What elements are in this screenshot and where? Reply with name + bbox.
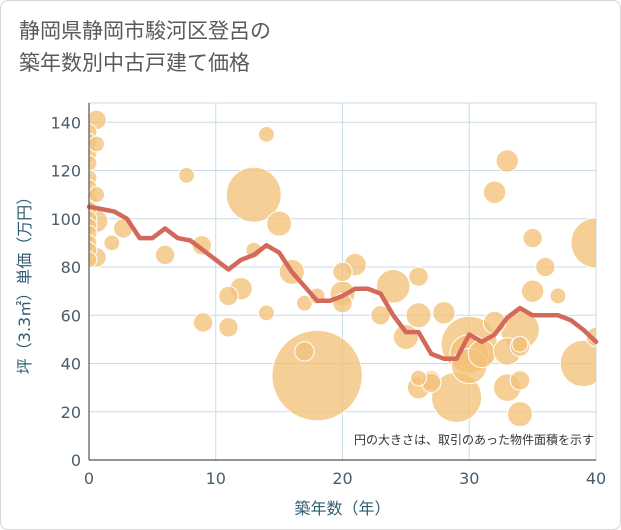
bubble-point xyxy=(89,186,106,204)
y-tick-label: 120 xyxy=(50,162,81,181)
bubble-point xyxy=(410,369,427,387)
bubble-point xyxy=(294,341,315,362)
y-axis-label: 坪（3.3㎡）単価（万円） xyxy=(15,189,34,374)
bubble-point xyxy=(296,294,313,312)
y-tick-label: 100 xyxy=(50,210,81,229)
chart-title: 静岡県静岡市駿河区登呂の 築年数別中古戸建て価格 xyxy=(19,19,271,75)
x-axis-label: 築年数（年） xyxy=(294,499,390,518)
y-tick-label: 80 xyxy=(61,258,81,277)
bubble-point xyxy=(103,234,121,252)
bubble-point xyxy=(332,261,353,283)
bubble-point xyxy=(408,266,429,287)
bubble-point xyxy=(258,125,275,143)
bubble-point xyxy=(258,304,275,322)
bubble-point xyxy=(467,339,497,369)
bubble-point xyxy=(495,149,519,173)
y-tick-label: 0 xyxy=(71,451,81,470)
bubble-point xyxy=(522,227,543,249)
bubble-point xyxy=(370,305,391,326)
bubble-point xyxy=(432,301,456,325)
y-tick-label: 140 xyxy=(50,113,81,132)
bubble-point xyxy=(392,323,419,351)
bubble-point xyxy=(154,244,176,266)
bubble-point xyxy=(218,285,239,307)
bubble-point xyxy=(509,370,531,391)
size-note: 円の大きさは、取引のあった物件面積を示す xyxy=(354,432,594,447)
bubble-point xyxy=(375,269,411,304)
y-tick-label: 40 xyxy=(61,355,81,374)
bubble-point xyxy=(520,279,545,303)
x-tick-label: 30 xyxy=(459,469,479,488)
bubble-point xyxy=(570,217,596,269)
x-tick-label: 10 xyxy=(206,469,226,488)
y-tick-label: 60 xyxy=(61,306,81,325)
bubble-point xyxy=(178,166,196,184)
axes: 0 20 40 60 80 100 120 140 0 10 20 30 40 xyxy=(50,103,606,488)
bubble-point xyxy=(225,166,282,223)
bubble-point xyxy=(271,329,363,422)
bubble-point xyxy=(549,287,567,305)
bubble-point xyxy=(511,335,529,353)
bubble-point xyxy=(559,339,596,388)
y-tick-label: 20 xyxy=(61,403,81,422)
bubbles xyxy=(89,109,596,428)
x-tick-label: 0 xyxy=(84,469,94,488)
x-tick-label: 40 xyxy=(586,469,606,488)
trend-line-group xyxy=(86,204,599,361)
bubble-point xyxy=(192,312,214,333)
bubble-point xyxy=(405,302,432,329)
bubble-point xyxy=(506,401,533,428)
x-tick-label: 20 xyxy=(332,469,352,488)
bubble-point xyxy=(218,317,239,338)
bubble-point xyxy=(266,210,293,237)
bubble-point xyxy=(535,256,556,278)
bubble-point xyxy=(482,180,507,204)
trend-line xyxy=(86,204,599,361)
bubble-point xyxy=(89,135,106,153)
